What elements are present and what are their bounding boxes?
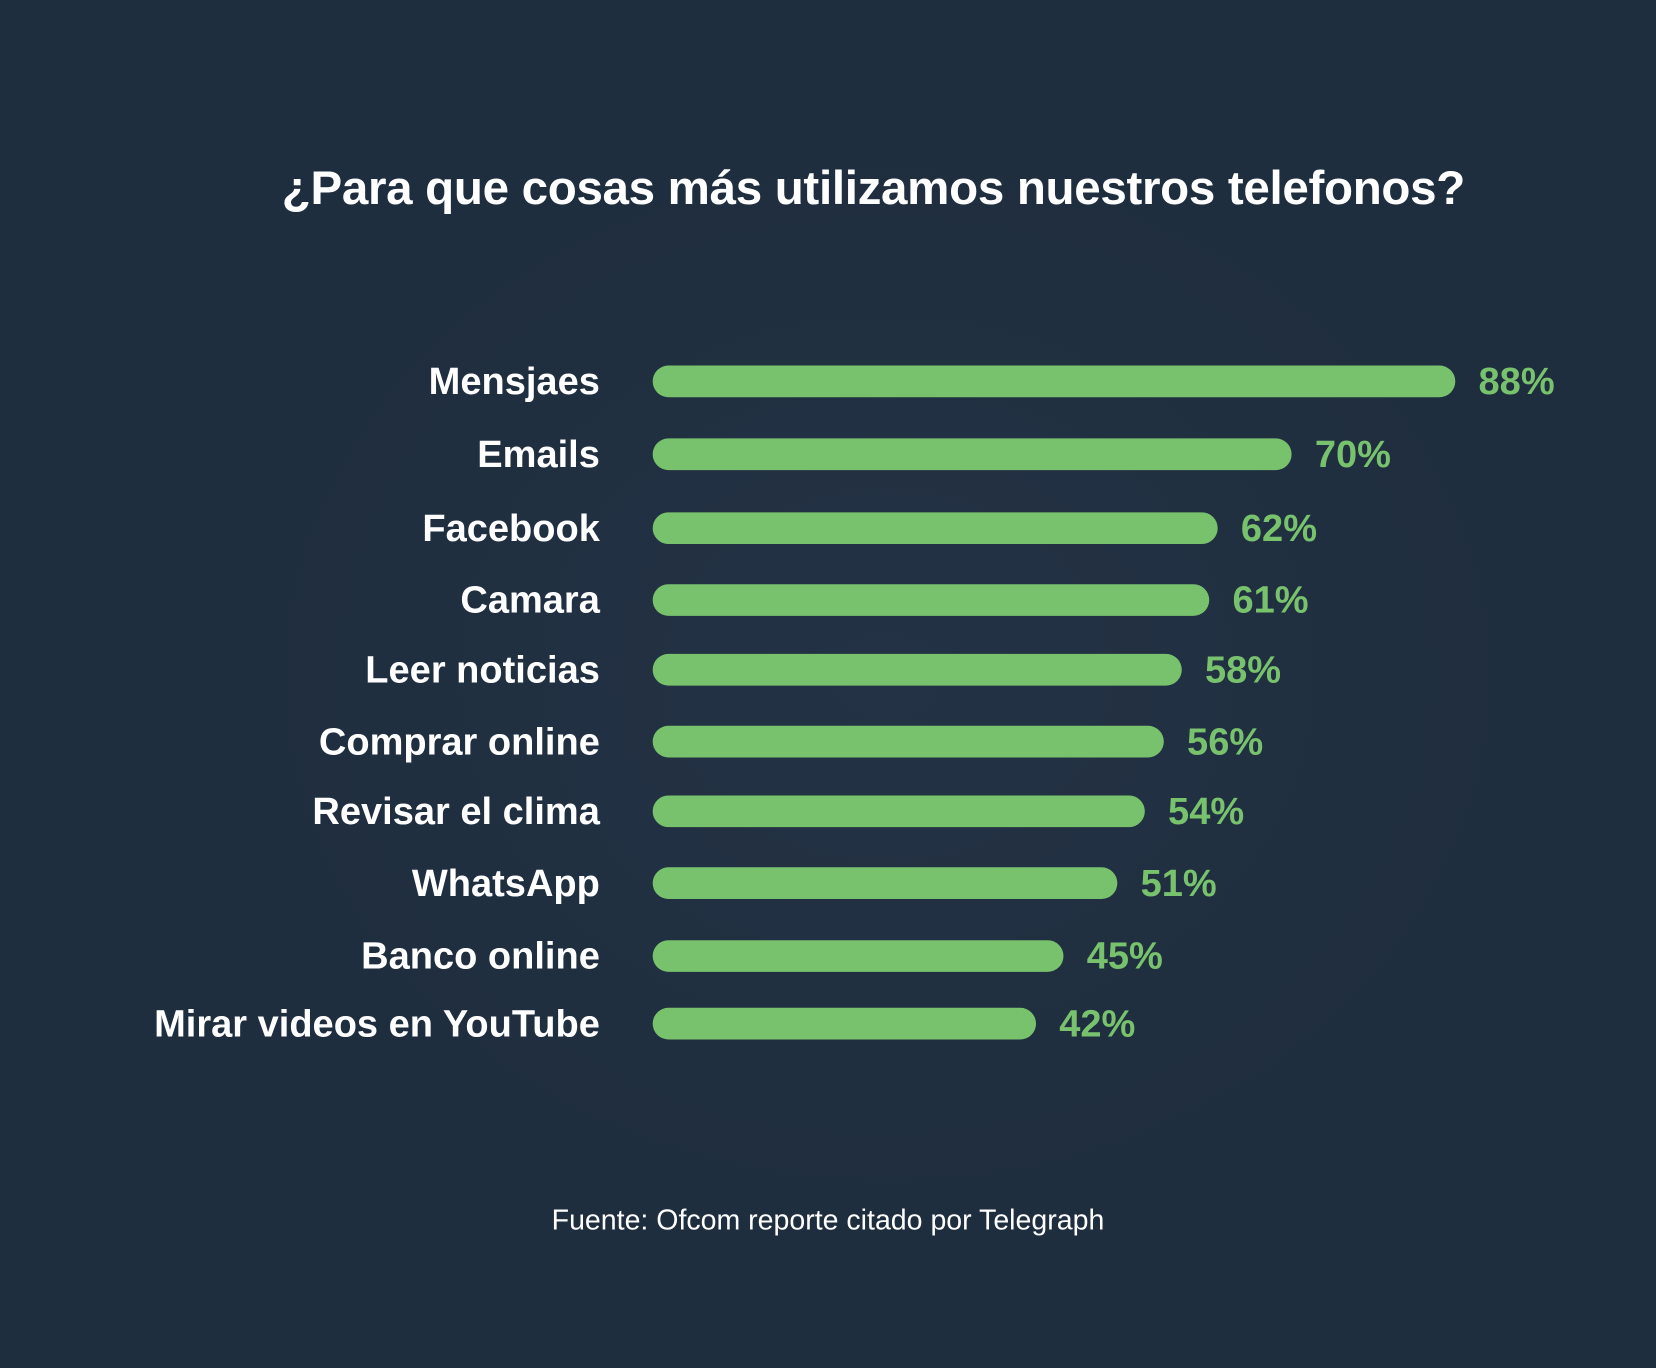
category-label: Emails bbox=[477, 432, 600, 476]
bar-row: Camara 61% bbox=[0, 578, 1308, 621]
value-label: 42% bbox=[1059, 1001, 1136, 1045]
bar-row: Comprar online 56% bbox=[0, 719, 1263, 762]
bar bbox=[652, 512, 1218, 545]
category-label: Mensjaes bbox=[428, 359, 600, 403]
category-label: Comprar online bbox=[318, 719, 600, 763]
bar bbox=[652, 940, 1064, 972]
category-label: Revisar el clima bbox=[312, 789, 600, 833]
bar bbox=[652, 1007, 1037, 1040]
bar-row: Mensjaes 88% bbox=[0, 359, 1555, 402]
value-label: 58% bbox=[1205, 647, 1282, 691]
category-label: Banco online bbox=[361, 933, 600, 978]
category-label: WhatsApp bbox=[411, 860, 600, 905]
bar-chart: Mensjaes 88% Emails 70% Facebook 62% Camara 61%… bbox=[0, 359, 1555, 1045]
value-label: 70% bbox=[1314, 432, 1391, 476]
bar bbox=[652, 438, 1292, 471]
bar-row: Leer noticias 58% bbox=[0, 648, 1281, 691]
value-label: 54% bbox=[1168, 789, 1245, 833]
bar bbox=[652, 584, 1210, 616]
source-note: Fuente: Ofcom reporte citado por Telegra… bbox=[551, 1204, 1105, 1236]
bar bbox=[652, 365, 1456, 398]
category-label: Camara bbox=[460, 577, 600, 622]
category-label: Mirar videos en YouTube bbox=[154, 1001, 600, 1045]
category-label: Facebook bbox=[422, 506, 600, 550]
bar bbox=[652, 795, 1145, 828]
value-label: 51% bbox=[1140, 860, 1217, 905]
bar-row: Facebook 62% bbox=[0, 506, 1317, 549]
category-label: Leer noticias bbox=[365, 647, 600, 691]
chart-title: ¿Para que cosas más utilizamos nuestros … bbox=[281, 160, 1465, 215]
bar-row: Mirar videos en YouTube 42% bbox=[0, 1001, 1135, 1044]
bar bbox=[652, 725, 1164, 758]
bar-row: WhatsApp 51% bbox=[0, 861, 1217, 904]
value-label: 88% bbox=[1478, 359, 1555, 403]
bar-row: Revisar el clima 54% bbox=[0, 789, 1244, 832]
value-label: 45% bbox=[1086, 933, 1163, 978]
bar-row: Emails 70% bbox=[0, 432, 1391, 475]
bar-row: Banco online 45% bbox=[0, 934, 1163, 977]
value-label: 61% bbox=[1232, 577, 1309, 622]
bar bbox=[652, 867, 1118, 899]
value-label: 56% bbox=[1187, 719, 1264, 763]
bar bbox=[652, 653, 1182, 686]
value-label: 62% bbox=[1240, 506, 1318, 550]
